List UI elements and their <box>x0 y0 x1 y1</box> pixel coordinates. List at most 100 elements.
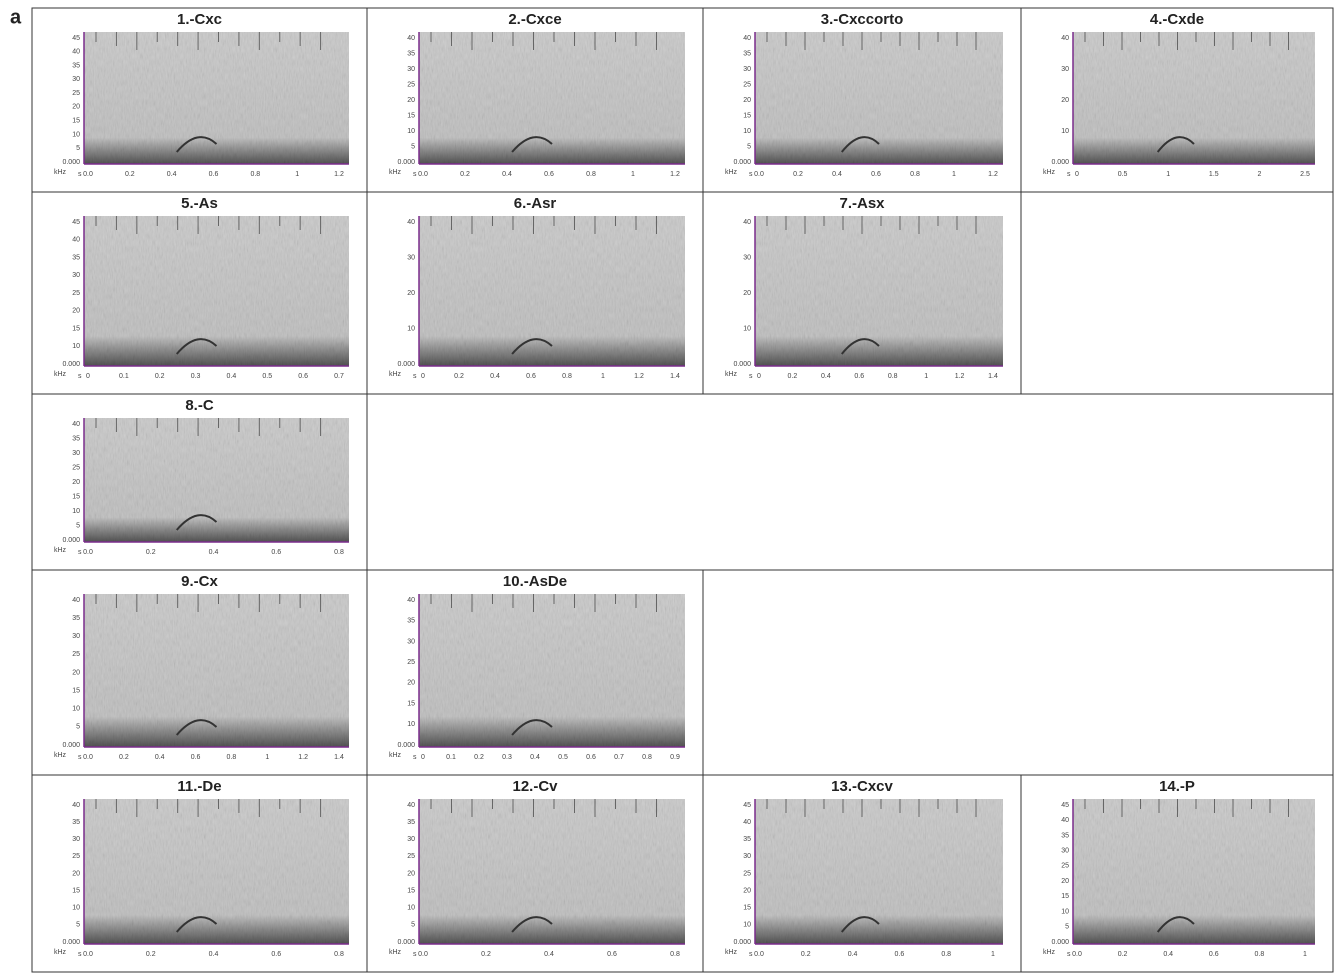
y-tick-label: 40 <box>407 802 415 809</box>
x-tick-label: 0.4 <box>209 951 219 958</box>
x-tick-label: 1 <box>952 171 956 178</box>
x-tick-label: 1 <box>631 171 635 178</box>
panel-title: 7.-Asx <box>839 195 885 212</box>
y-unit: kHz <box>389 371 402 378</box>
y-tick-label: 25 <box>72 290 80 297</box>
y-tick-label: 40 <box>72 802 80 809</box>
x-tick-label: 1.2 <box>955 373 965 380</box>
x-tick-label: 0.2 <box>155 373 165 380</box>
y-tick-label: 10 <box>72 343 80 350</box>
x-unit: s <box>78 754 82 761</box>
y-tick-label: 35 <box>743 836 751 843</box>
x-tick-label: 0.0 <box>83 171 93 178</box>
panel: 2.-Cxce 40 35 30 25 20 15 10 5 0.000 kHz s 0.0 0.2 0.4… <box>389 11 685 178</box>
x-tick-label: 1 <box>924 373 928 380</box>
y-tick-label: 5 <box>1065 924 1069 931</box>
x-unit: s <box>78 549 82 556</box>
panel: 4.-Cxde 40 30 20 10 0.000 kHz s 0 0.5 1 1.5 2 2.5 <box>1043 11 1315 178</box>
y-tick-label: 25 <box>72 90 80 97</box>
x-tick-label: 1 <box>1303 951 1307 958</box>
y-unit: kHz <box>389 169 402 176</box>
panel-title: 11.-De <box>177 778 221 795</box>
y-tick-label: 40 <box>743 219 751 226</box>
y-tick-label: 40 <box>743 35 751 42</box>
y-tick-label: 30 <box>743 254 751 261</box>
x-tick-label: 0.0 <box>418 951 428 958</box>
y-tick-label: 30 <box>72 450 80 457</box>
table-cell <box>1020 7 1334 193</box>
y-tick-label: 15 <box>72 118 80 125</box>
x-tick-label: 0.4 <box>490 373 500 380</box>
panel: 5.-As 45 40 35 30 25 20 15 10 0.000 kHz s 0 0.1 0.2 0.3… <box>54 195 349 380</box>
y-tick-label: 35 <box>72 254 80 261</box>
y-tick-label: 25 <box>407 853 415 860</box>
table-cell <box>1020 191 1334 395</box>
y-tick-label: 30 <box>407 638 415 645</box>
x-tick-label: 0.0 <box>754 171 764 178</box>
panel-title: 13.-Cxcv <box>831 778 893 795</box>
y-tick-label: 35 <box>407 50 415 57</box>
y-tick-label: 25 <box>72 853 80 860</box>
call-trace <box>511 136 553 153</box>
x-tick-label: 2 <box>1257 171 1261 178</box>
call-trace <box>841 136 880 153</box>
y-tick-label: 20 <box>72 870 80 877</box>
y-tick-label: 25 <box>743 870 751 877</box>
y-tick-label: 25 <box>407 81 415 88</box>
spectrogram-floor <box>755 216 1003 366</box>
x-tick-label: 0.0 <box>418 171 428 178</box>
x-tick-label: 0.1 <box>119 373 129 380</box>
y-tick-label: 15 <box>743 905 751 912</box>
y-tick-label: 35 <box>743 50 751 57</box>
x-tick-label: 1 <box>1166 171 1170 178</box>
y-tick-label: 20 <box>743 290 751 297</box>
x-tick-label: 0.1 <box>446 754 456 761</box>
y-tick-label: 30 <box>72 272 80 279</box>
y-tick-label: 20 <box>743 887 751 894</box>
y-unit: kHz <box>54 169 67 176</box>
y-tick-label: 10 <box>743 325 751 332</box>
table-cell <box>702 569 1334 776</box>
y-tick-label: 45 <box>1061 802 1069 809</box>
x-tick-label: 0.2 <box>788 373 798 380</box>
y-tick-label: 10 <box>743 128 751 135</box>
y-tick-label: 45 <box>72 219 80 226</box>
x-unit: s <box>749 373 753 380</box>
x-tick-label: 0.8 <box>910 171 920 178</box>
y-tick-label: 40 <box>72 421 80 428</box>
table-cell <box>1020 774 1334 973</box>
x-unit: s <box>78 171 82 178</box>
x-tick-label: 0.5 <box>262 373 272 380</box>
y-tick-label: 30 <box>72 836 80 843</box>
call-trace <box>175 514 218 531</box>
y-unit: kHz <box>54 949 67 956</box>
panel: 9.-Cx 40 35 30 25 20 15 10 5 0.000 kHz s 0.0 0.2 0.4 0.… <box>54 573 349 761</box>
y-tick-label: 15 <box>407 700 415 707</box>
panel-title: 9.-Cx <box>181 573 218 590</box>
spectrogram-floor <box>1073 799 1315 944</box>
x-tick-label: 0.8 <box>227 754 237 761</box>
x-tick-label: 1.2 <box>634 373 644 380</box>
y-tick-label: 15 <box>1061 893 1069 900</box>
y-tick-label: 35 <box>72 615 80 622</box>
panel-title: 6.-Asr <box>514 195 557 212</box>
y-tick-label: 20 <box>72 669 80 676</box>
x-tick-label: 0.4 <box>821 373 831 380</box>
y-tick-label: 25 <box>1061 863 1069 870</box>
y-tick-label: 20 <box>407 290 415 297</box>
panel-title: 3.-Cxccorto <box>821 11 904 28</box>
panel: 8.-C 40 35 30 25 20 15 10 5 0.000 kHz s 0.0 0.2 0.4 0.6… <box>54 397 349 556</box>
x-unit: s <box>413 373 417 380</box>
x-tick-label: 0 <box>421 373 425 380</box>
y-tick-label: 30 <box>1061 66 1069 73</box>
x-tick-label: 0.4 <box>209 549 219 556</box>
call-trace <box>511 916 553 933</box>
x-tick-label: 1.2 <box>298 754 308 761</box>
panel-title: 5.-As <box>181 195 218 212</box>
y-tick-label: 40 <box>72 597 80 604</box>
x-tick-label: 0.4 <box>155 754 165 761</box>
y-tick-label: 0.000 <box>733 939 751 946</box>
x-tick-label: 0.2 <box>146 549 156 556</box>
y-tick-label: 10 <box>72 508 80 515</box>
panel: 12.-Cv 40 35 30 25 20 15 10 5 0.000 kHz s 0.0 0.2 0.4 0… <box>389 778 685 958</box>
